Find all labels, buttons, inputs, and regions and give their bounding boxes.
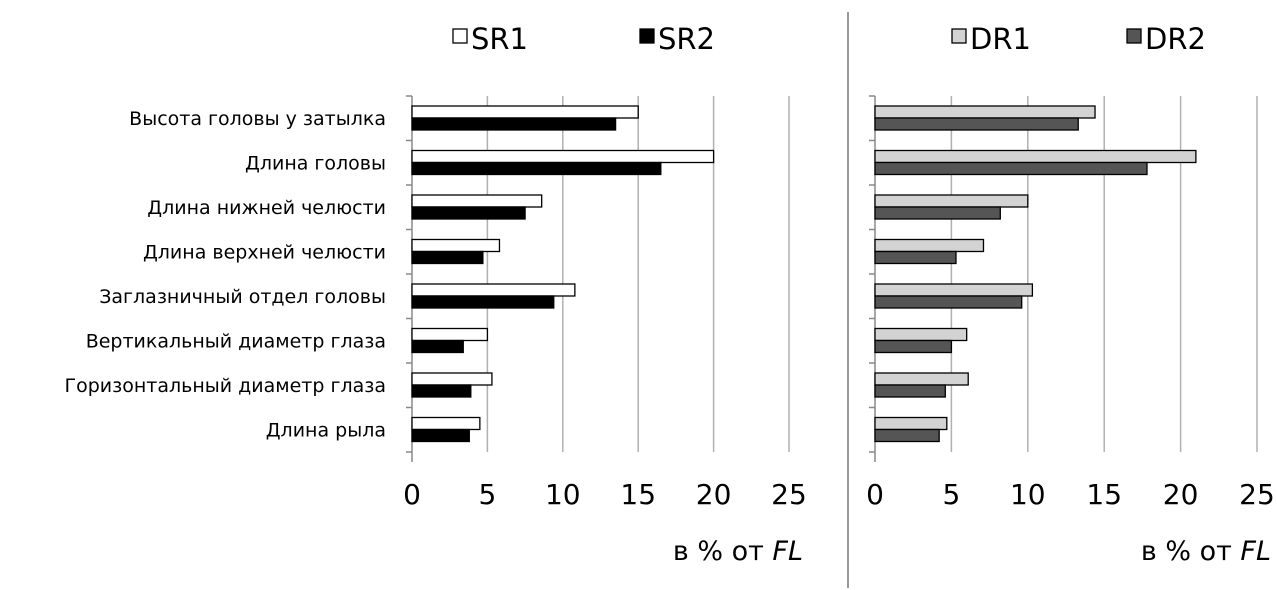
bar-dr1	[874, 416, 948, 431]
x-tick-label: 0	[403, 478, 421, 511]
x-tick-label: 15	[1086, 478, 1122, 511]
x-axis-label-prefix: в % от	[1141, 536, 1241, 567]
bar-dr2	[874, 339, 953, 354]
category-label: Заглазничный отдел головы	[99, 286, 386, 308]
legend-swatch-dr1	[951, 28, 967, 44]
category-label: Длина верхней челюсти	[143, 242, 386, 264]
x-axis-label-unit: FL	[1240, 536, 1271, 567]
bar-sr2	[411, 206, 526, 220]
bar-dr1	[874, 283, 1034, 297]
bar-sr2	[411, 339, 464, 354]
x-axis-label: в % от FL	[1141, 536, 1271, 567]
bar-sr2	[411, 161, 662, 176]
category-label: Длина нижней челюсти	[147, 197, 386, 219]
bar-sr1	[411, 327, 489, 342]
bar-dr1	[874, 327, 968, 342]
bar-sr2	[411, 384, 472, 398]
x-tick-label: 0	[866, 478, 884, 511]
legend-label: SR2	[658, 22, 715, 56]
legend-swatch-dr2	[1126, 28, 1142, 44]
x-tick-label: 20	[1163, 478, 1199, 511]
bar-sr1	[411, 194, 543, 208]
chart-panel-1: 0 5 10 15 20 25 Высота головы у затылка Длина г…	[65, 22, 807, 567]
bar-sr2	[411, 428, 470, 443]
bar-dr2	[874, 206, 1001, 220]
bar-sr1	[411, 238, 501, 253]
bar-sr2	[411, 250, 484, 265]
bar-dr2	[874, 384, 946, 398]
bar-dr2	[874, 117, 1079, 131]
bar-sr1	[411, 416, 481, 431]
bar-dr2	[874, 250, 957, 265]
bar-sr1	[411, 105, 639, 119]
bar-dr1	[874, 149, 1197, 164]
bar-dr1	[874, 194, 1029, 208]
x-axis-label-unit: FL	[772, 536, 803, 567]
category-label: Длина головы	[245, 153, 386, 175]
x-tick-label: 5	[478, 478, 496, 511]
bar-dr1	[874, 238, 985, 253]
x-tick-label: 10	[1010, 478, 1046, 511]
bar-dr1	[874, 105, 1096, 119]
bar-dr2	[874, 161, 1148, 176]
bar-sr2	[411, 117, 617, 131]
x-tick-label: 5	[942, 478, 960, 511]
category-label: Длина рыла	[266, 420, 386, 442]
bar-dr2	[874, 295, 1023, 309]
x-axis-label: в % от FL	[673, 536, 803, 567]
bar-dr1	[874, 372, 969, 386]
chart-panel-2: 0 5 10 15 20 25 DR1 DR2 в % от FL	[866, 22, 1275, 567]
legend-label: SR1	[471, 22, 528, 56]
category-label: Вертикальный диаметр глаза	[86, 331, 386, 353]
bar-sr2	[411, 295, 555, 309]
legend-swatch-sr2	[639, 28, 655, 44]
x-tick-label: 20	[696, 478, 732, 511]
category-label: Горизонтальный диаметр глаза	[65, 375, 386, 397]
bar-dr2	[874, 428, 940, 443]
legend-label: DR2	[1145, 22, 1206, 56]
x-tick-label: 10	[545, 478, 581, 511]
legend-swatch-sr1	[452, 28, 468, 44]
x-axis-label-prefix: в % от	[673, 536, 773, 567]
x-tick-label: 25	[771, 478, 807, 511]
bar-sr1	[411, 372, 493, 386]
legend-label: DR1	[970, 22, 1031, 56]
bar-sr1	[411, 283, 576, 297]
category-label: Высота головы у затылка	[129, 108, 386, 130]
x-tick-label: 15	[620, 478, 656, 511]
bar-sr1	[411, 149, 715, 164]
x-tick-label: 25	[1239, 478, 1275, 511]
